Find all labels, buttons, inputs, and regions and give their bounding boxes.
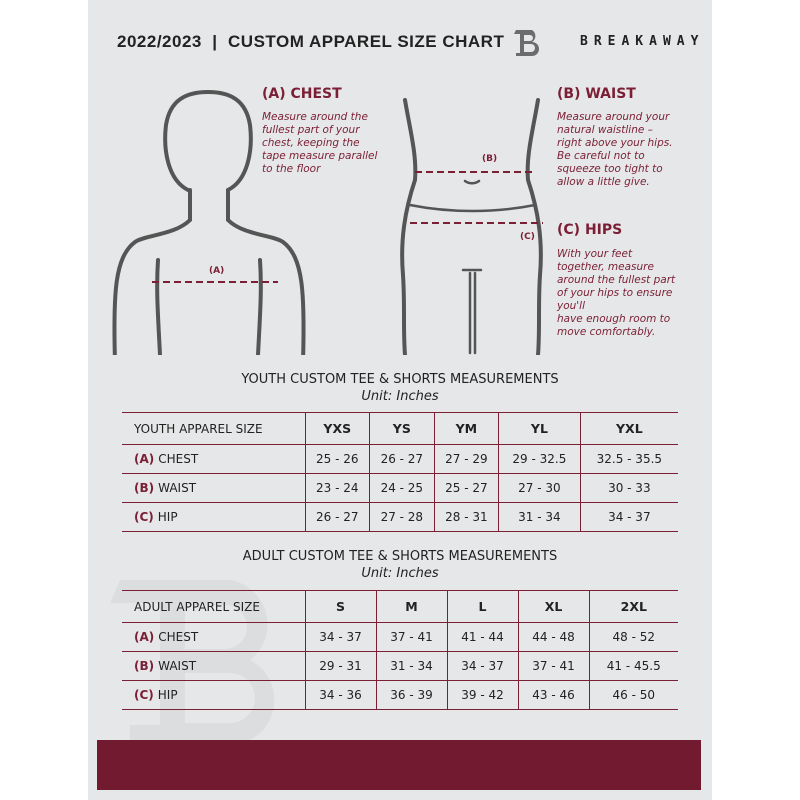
- measurement-cell: 44 - 48: [517, 622, 590, 652]
- youth-section-title: YOUTH CUSTOM TEE & SHORTS MEASUREMENTS: [241, 372, 559, 387]
- measurement-cell: 48 - 52: [588, 622, 678, 652]
- adult-size-table: ADULT APPAREL SIZE S M L XL 2XL (A) CHEST 34 -…: [122, 590, 678, 710]
- table-row: (B) WAIST 29 - 31 31 - 34 34 - 37 37 - 41 41 -…: [122, 651, 678, 681]
- measurement-cell: 25 - 26: [304, 444, 370, 474]
- table-row: (C) HIP 26 - 27 27 - 28 28 - 31 31 - 34 34 - 3…: [122, 502, 678, 532]
- row-label: (C) HIP: [122, 502, 305, 532]
- measurement-cell: 32.5 - 35.5: [579, 444, 678, 474]
- table-header-row: YOUTH APPAREL SIZE YXS YS YM YL YXL: [122, 412, 678, 445]
- breakaway-logo-icon: [514, 30, 539, 56]
- chest-figure-illustration: [112, 89, 306, 355]
- measurement-cell: 27 - 28: [369, 502, 435, 532]
- size-column: M: [375, 590, 448, 623]
- measurement-cell: 43 - 46: [517, 680, 590, 710]
- waist-hips-figure-illustration: [400, 98, 543, 355]
- youth-size-table: YOUTH APPAREL SIZE YXS YS YM YL YXL (A) CHEST…: [122, 412, 678, 532]
- table-row: (B) WAIST 23 - 24 24 - 25 25 - 27 27 - 30 30 -…: [122, 473, 678, 503]
- table-row: (C) HIP 34 - 36 36 - 39 39 - 42 43 - 46 46 - 5…: [122, 680, 678, 710]
- size-column: YM: [433, 412, 499, 445]
- row-label: (A) CHEST: [122, 444, 305, 474]
- chest-marker-label: (A): [209, 266, 225, 276]
- size-column: YXL: [579, 412, 678, 445]
- size-column: YL: [498, 412, 581, 445]
- measurement-cell: 24 - 25: [369, 473, 435, 503]
- page-title: 2022/2023 | CUSTOM APPAREL SIZE CHART: [117, 32, 505, 51]
- size-column: YXS: [304, 412, 370, 445]
- row-label: (B) WAIST: [122, 473, 305, 503]
- measurement-cell: 29 - 31: [304, 651, 377, 681]
- hips-marker-label: (C): [520, 232, 535, 242]
- hips-heading: (C) HIPS: [557, 222, 623, 238]
- measurement-cell: 31 - 34: [498, 502, 581, 532]
- measurement-cell: 34 - 37: [304, 622, 377, 652]
- size-header: YOUTH APPAREL SIZE: [122, 412, 305, 445]
- size-column: S: [304, 590, 377, 623]
- table-header-row: ADULT APPAREL SIZE S M L XL 2XL: [122, 590, 678, 623]
- adult-unit: Unit: Inches: [361, 566, 439, 581]
- waist-marker-label: (B): [482, 154, 498, 164]
- waist-description: Measure around your natural waistline – ri…: [557, 111, 673, 188]
- waist-heading: (B) WAIST: [557, 86, 636, 102]
- size-column: 2XL: [588, 590, 678, 623]
- waist-hip-measure-lines: [410, 171, 543, 224]
- measurement-cell: 34 - 37: [579, 502, 678, 532]
- measurement-cell: 39 - 42: [446, 680, 519, 710]
- adult-section-title: ADULT CUSTOM TEE & SHORTS MEASUREMENTS: [242, 549, 558, 564]
- measurement-cell: 31 - 34: [375, 651, 448, 681]
- measurement-cell: 27 - 29: [433, 444, 499, 474]
- measurement-cell: 34 - 36: [304, 680, 377, 710]
- measurement-cell: 41 - 44: [446, 622, 519, 652]
- measurement-cell: 36 - 39: [375, 680, 448, 710]
- measurement-cell: 27 - 30: [498, 473, 581, 503]
- measurement-cell: 29 - 32.5: [498, 444, 581, 474]
- measurement-cell: 34 - 37: [446, 651, 519, 681]
- youth-unit: Unit: Inches: [361, 389, 439, 404]
- size-header: ADULT APPAREL SIZE: [122, 590, 305, 623]
- row-label: (B) WAIST: [122, 651, 305, 681]
- row-label: (C) HIP: [122, 680, 305, 710]
- size-column: L: [446, 590, 519, 623]
- table-row: (A) CHEST 25 - 26 26 - 27 27 - 29 29 - 32.5 32…: [122, 444, 678, 474]
- measurement-cell: 37 - 41: [517, 651, 590, 681]
- hips-description: With your feet together, measure around th…: [557, 248, 676, 338]
- size-column: XL: [517, 590, 590, 623]
- measurement-cell: 41 - 45.5: [588, 651, 678, 681]
- table-row: (A) CHEST 34 - 37 37 - 41 41 - 44 44 - 48 48 -…: [122, 622, 678, 652]
- measurement-cell: 25 - 27: [433, 473, 499, 503]
- measurement-cell: 30 - 33: [579, 473, 678, 503]
- measurement-cell: 26 - 27: [369, 444, 435, 474]
- brand-name: BREAKAWAY: [580, 34, 705, 49]
- chest-heading: (A) CHEST: [262, 86, 342, 102]
- measurement-cell: 46 - 50: [588, 680, 678, 710]
- measurement-cell: 28 - 31: [433, 502, 499, 532]
- chest-measure-line: [152, 281, 278, 283]
- size-column: YS: [369, 412, 435, 445]
- measurement-cell: 26 - 27: [304, 502, 370, 532]
- chest-description: Measure around the fullest part of your ch…: [262, 111, 378, 175]
- measurement-cell: 23 - 24: [304, 473, 370, 503]
- footer-band: [97, 740, 701, 790]
- measurement-cell: 37 - 41: [375, 622, 448, 652]
- row-label: (A) CHEST: [122, 622, 305, 652]
